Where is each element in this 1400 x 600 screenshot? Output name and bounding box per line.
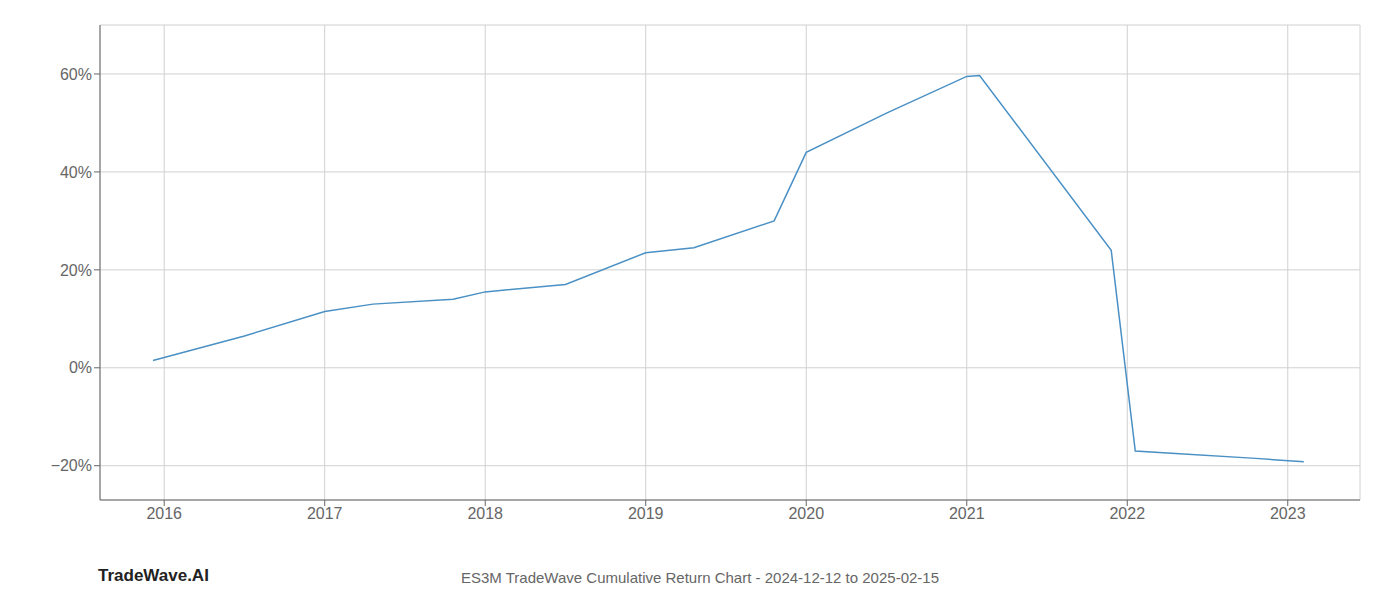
- svg-text:2023: 2023: [1270, 505, 1306, 522]
- html-text:TradeWave.AI: TradeWave.AI: [98, 566, 209, 585]
- svg-text:−20%: −20%: [51, 457, 92, 474]
- svg-text:2017: 2017: [307, 505, 343, 522]
- svg-text:20%: 20%: [60, 262, 92, 279]
- svg-text:2016: 2016: [146, 505, 182, 522]
- svg-text:2018: 2018: [467, 505, 503, 522]
- svg-text:0%: 0%: [69, 359, 92, 376]
- svg-text:2021: 2021: [949, 505, 985, 522]
- svg-text:2022: 2022: [1109, 505, 1145, 522]
- svg-text:2019: 2019: [628, 505, 664, 522]
- svg-text:2020: 2020: [788, 505, 824, 522]
- svg-text:60%: 60%: [60, 66, 92, 83]
- html-text:ES3M TradeWave Cumulative Retu: ES3M TradeWave Cumulative Return Chart -…: [461, 569, 939, 586]
- svg-text:40%: 40%: [60, 164, 92, 181]
